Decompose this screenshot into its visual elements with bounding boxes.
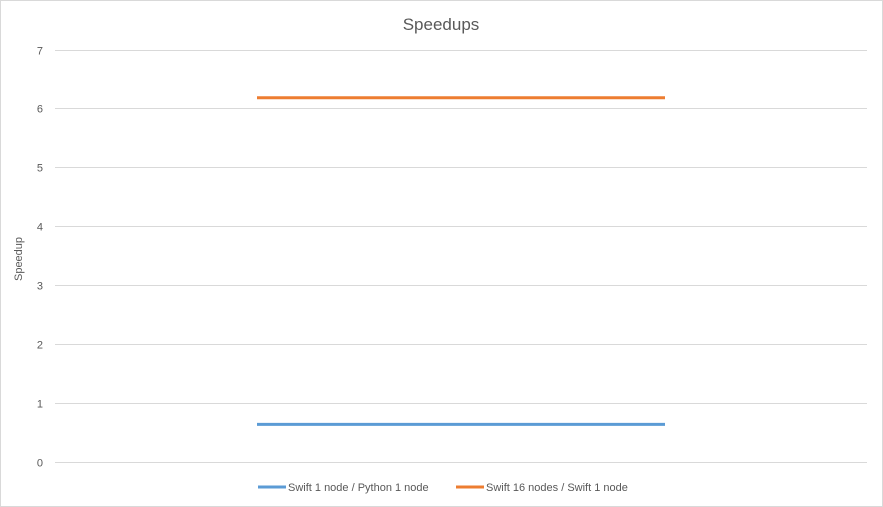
y-tick-label-3: 3 (37, 281, 43, 293)
legend-label-2: Swift 16 nodes / Swift 1 node (486, 482, 628, 494)
chart-title: Speedups (403, 15, 480, 34)
gridlines (55, 50, 867, 463)
y-tick-label-2: 2 (37, 340, 43, 352)
y-tick-label-7: 7 (37, 46, 43, 58)
y-tick-label-6: 6 (37, 104, 43, 116)
legend-label-1: Swift 1 node / Python 1 node (288, 482, 429, 494)
y-tick-labels: 0 1 2 3 4 5 6 7 (37, 46, 43, 470)
series-lines (257, 96, 665, 426)
y-tick-label-5: 5 (37, 163, 43, 175)
legend: Swift 1 node / Python 1 node Swift 16 nod… (258, 482, 628, 494)
y-tick-label-0: 0 (37, 458, 43, 470)
y-tick-label-4: 4 (37, 222, 43, 234)
y-axis-label: Speedup (13, 237, 25, 281)
y-tick-label-1: 1 (37, 399, 43, 411)
